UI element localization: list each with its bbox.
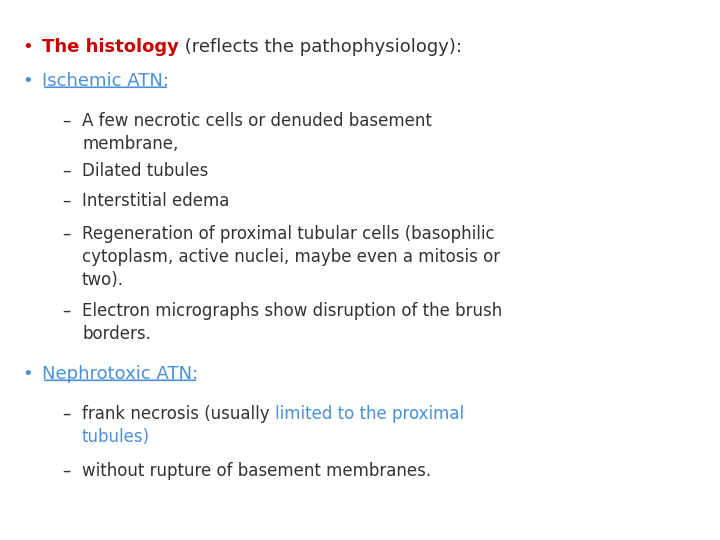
Text: Electron micrographs show disruption of the brush: Electron micrographs show disruption of …	[82, 302, 503, 320]
Text: –: –	[62, 225, 71, 243]
Text: •: •	[22, 38, 32, 56]
Text: •: •	[22, 72, 32, 90]
Text: –: –	[62, 405, 71, 423]
Text: (reflects the pathophysiology):: (reflects the pathophysiology):	[179, 38, 462, 56]
Text: without rupture of basement membranes.: without rupture of basement membranes.	[82, 462, 431, 480]
Text: Dilated tubules: Dilated tubules	[82, 162, 208, 180]
Text: A few necrotic cells or denuded basement: A few necrotic cells or denuded basement	[82, 112, 432, 130]
Text: tubules): tubules)	[82, 428, 150, 446]
Text: two).: two).	[82, 271, 124, 289]
Text: Ischemic ATN:: Ischemic ATN:	[42, 72, 169, 90]
Text: frank necrosis (usually: frank necrosis (usually	[82, 405, 275, 423]
Text: membrane,: membrane,	[82, 135, 179, 153]
Text: borders.: borders.	[82, 325, 151, 343]
Text: limited to the proximal: limited to the proximal	[275, 405, 464, 423]
Text: –: –	[62, 162, 71, 180]
Text: –: –	[62, 462, 71, 480]
Text: –: –	[62, 192, 71, 210]
Text: The histology: The histology	[42, 38, 179, 56]
Text: Interstitial edema: Interstitial edema	[82, 192, 230, 210]
Text: Regeneration of proximal tubular cells (basophilic: Regeneration of proximal tubular cells (…	[82, 225, 495, 243]
Text: –: –	[62, 302, 71, 320]
Text: •: •	[22, 365, 32, 383]
Text: Nephrotoxic ATN:: Nephrotoxic ATN:	[42, 365, 198, 383]
Text: –: –	[62, 112, 71, 130]
Text: cytoplasm, active nuclei, maybe even a mitosis or: cytoplasm, active nuclei, maybe even a m…	[82, 248, 500, 266]
